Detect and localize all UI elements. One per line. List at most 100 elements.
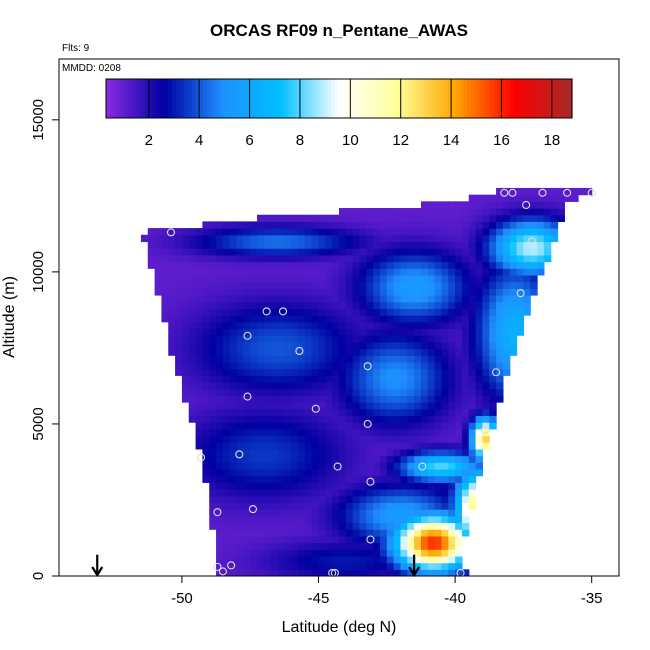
- heatmap-cell: [441, 489, 449, 497]
- heatmap-cell: [209, 228, 217, 236]
- heatmap-cell: [181, 395, 190, 403]
- heatmap-cell: [359, 234, 367, 243]
- sample-marker: [235, 450, 244, 459]
- heatmap-cell: [304, 228, 313, 236]
- heatmap-cell: [461, 375, 470, 383]
- heatmap-cell: [502, 221, 511, 229]
- heatmap-cell: [229, 368, 238, 376]
- heatmap-cell: [277, 254, 285, 263]
- heatmap-cell: [154, 248, 163, 256]
- sample-marker: [243, 392, 252, 401]
- heatmap-cell: [270, 475, 279, 483]
- heatmap-cell: [270, 482, 279, 490]
- heatmap-cell: [202, 455, 210, 463]
- heatmap-cell: [414, 529, 422, 537]
- heatmap-cell: [386, 415, 395, 423]
- heatmap-cell: [393, 415, 402, 423]
- colorbar-tick-label: 12: [392, 132, 409, 149]
- heatmap-cell: [318, 355, 326, 363]
- heatmap-cell: [222, 435, 231, 443]
- heatmap-cell: [434, 475, 443, 483]
- heatmap-cell: [311, 495, 320, 503]
- heatmap-cell: [359, 442, 367, 450]
- heatmap-cell: [359, 462, 367, 470]
- heatmap-cell: [441, 268, 449, 276]
- heatmap-cell: [489, 415, 497, 423]
- heatmap-cell: [270, 455, 279, 463]
- heatmap-cell: [318, 221, 326, 229]
- heatmap-cell: [277, 281, 285, 289]
- heatmap-cell: [468, 254, 477, 263]
- heatmap-cell: [345, 455, 354, 463]
- heatmap-cell: [332, 388, 340, 396]
- heatmap-cell: [448, 208, 456, 216]
- heatmap-cell: [393, 569, 402, 576]
- heatmap-cell: [468, 348, 477, 356]
- heatmap-cell: [475, 402, 484, 410]
- heatmap-cell: [291, 328, 299, 336]
- heatmap-cell: [222, 402, 231, 410]
- heatmap-cell: [386, 295, 395, 303]
- heatmap-cell: [407, 388, 415, 396]
- heatmap-cell: [345, 415, 354, 423]
- heatmap-cell: [475, 442, 484, 450]
- heatmap-cell: [332, 234, 340, 243]
- heatmap-cell: [298, 315, 306, 323]
- heatmap-cell: [277, 274, 285, 283]
- heatmap-cell: [414, 502, 422, 510]
- heatmap-cell: [434, 268, 443, 276]
- heatmap-cell: [304, 569, 313, 576]
- heatmap-cell: [181, 234, 190, 243]
- heatmap-cell: [420, 355, 429, 363]
- heatmap-cell: [209, 422, 217, 430]
- heatmap-cell: [352, 428, 361, 437]
- heatmap-cell: [222, 274, 231, 283]
- heatmap-cell: [339, 355, 347, 363]
- heatmap-cell: [407, 295, 415, 303]
- heatmap-cell: [448, 408, 456, 417]
- heatmap-cell: [420, 234, 429, 243]
- heatmap-cell: [345, 462, 354, 470]
- heatmap-cell: [557, 214, 565, 222]
- heatmap-cell: [386, 301, 395, 309]
- heatmap-cell: [229, 248, 238, 256]
- heatmap-cell: [195, 321, 204, 330]
- sample-marker: [363, 419, 372, 428]
- heatmap-cell: [311, 569, 320, 576]
- heatmap-cell: [188, 408, 197, 417]
- heatmap-cell: [311, 555, 320, 564]
- heatmap-cell: [216, 274, 224, 283]
- heatmap-cell: [229, 515, 238, 524]
- heatmap-cell: [352, 315, 361, 323]
- heatmap-cell: [393, 254, 402, 263]
- heatmap-cell: [216, 248, 224, 256]
- heatmap-cell: [448, 348, 456, 356]
- heatmap-cell: [373, 535, 381, 544]
- heatmap-cell: [427, 482, 436, 490]
- heatmap-cell: [441, 368, 449, 376]
- heatmap-cell: [489, 281, 497, 289]
- heatmap-cell: [434, 381, 443, 390]
- heatmap-cell: [332, 562, 340, 570]
- heatmap-cell: [496, 228, 504, 236]
- heatmap-cell: [154, 261, 163, 269]
- heatmap-cell: [448, 522, 456, 530]
- heatmap-cell: [427, 234, 436, 243]
- heatmap-cell: [216, 228, 224, 236]
- heatmap-cell: [304, 489, 313, 497]
- heatmap-cell: [202, 228, 210, 236]
- heatmap-cell: [229, 315, 238, 323]
- heatmap-cell: [373, 328, 381, 336]
- heatmap-cell: [386, 348, 395, 356]
- heatmap-cell: [311, 462, 320, 470]
- heatmap-cell: [530, 254, 538, 263]
- heatmap-cell: [318, 214, 326, 222]
- heatmap-cell: [216, 234, 224, 243]
- heatmap-cell: [345, 321, 354, 330]
- heatmap-cell: [236, 388, 244, 396]
- heatmap-cell: [284, 555, 292, 564]
- heatmap-cell: [468, 248, 477, 256]
- heatmap-cell: [448, 261, 456, 269]
- heatmap-cell: [359, 482, 367, 490]
- heatmap-cell: [502, 254, 511, 263]
